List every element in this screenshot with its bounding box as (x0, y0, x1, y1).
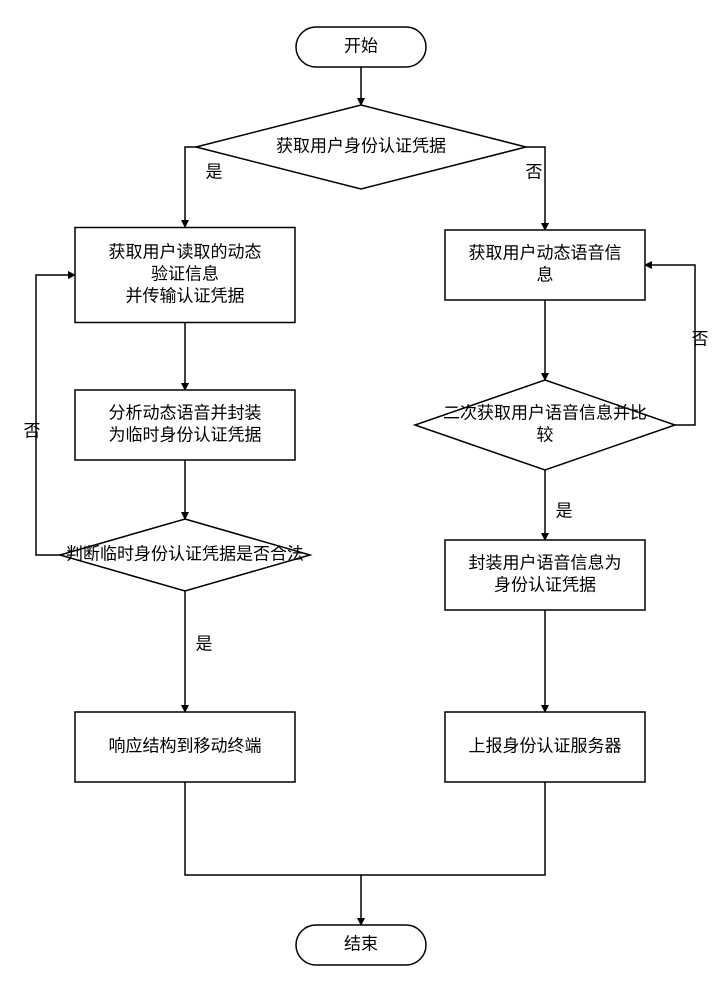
edge-r_proc3-end (361, 782, 545, 875)
node-text: 并传输认证凭据 (126, 287, 245, 306)
node-text: 开始 (344, 36, 378, 55)
edge-label: 是 (196, 634, 213, 653)
node-text: 响应结构到移动终端 (109, 736, 262, 755)
node-r_proc1: 获取用户动态语音信息 (445, 230, 645, 300)
node-r_proc2: 封装用户语音信息为身份认证凭据 (445, 540, 645, 610)
edge-label: 是 (206, 162, 223, 181)
node-text: 息 (537, 266, 554, 285)
edge-label: 是 (556, 501, 573, 520)
node-text: 二次获取用户语音信息并比 (443, 403, 647, 422)
node-text: 身份认证凭据 (494, 576, 596, 595)
node-end: 结束 (296, 925, 426, 965)
node-text: 判断临时身份认证凭据是否合法 (66, 544, 304, 563)
node-text: 为临时身份认证凭据 (109, 426, 262, 445)
node-r_proc3: 上报身份认证服务器 (445, 712, 645, 782)
edge-dec1-l_proc1 (185, 147, 196, 227)
node-l_proc2: 分析动态语音并封装为临时身份认证凭据 (75, 390, 295, 460)
edge-l_proc3-end (185, 782, 361, 925)
node-l_dec2: 判断临时身份认证凭据是否合法 (60, 519, 310, 591)
node-dec1: 获取用户身份认证凭据 (196, 105, 526, 189)
edge-dec1-r_proc1 (526, 147, 545, 230)
node-text: 获取用户动态语音信 (469, 243, 622, 262)
node-l_proc1: 获取用户读取的动态验证信息并传输认证凭据 (75, 228, 295, 323)
node-text: 获取用户读取的动态 (109, 242, 262, 261)
edge-l_dec2-l_proc1 (36, 275, 75, 555)
node-text: 验证信息 (151, 264, 219, 283)
edge-label: 否 (24, 421, 41, 440)
node-r_dec2: 二次获取用户语音信息并比较 (415, 380, 675, 470)
flowchart-diagram: 是否是否是否开始获取用户身份认证凭据获取用户读取的动态验证信息并传输认证凭据分析… (0, 0, 723, 1000)
edge-label: 否 (692, 329, 709, 348)
edge-r_dec2-r_proc1 (645, 265, 695, 425)
node-text: 结束 (344, 934, 378, 953)
node-text: 分析动态语音并封装 (109, 403, 262, 422)
edge-label: 否 (526, 162, 543, 181)
node-text: 获取用户身份认证凭据 (276, 136, 446, 155)
node-text: 封装用户语音信息为 (469, 553, 622, 572)
node-l_proc3: 响应结构到移动终端 (75, 712, 295, 782)
node-text: 较 (537, 426, 554, 445)
node-start: 开始 (296, 27, 426, 67)
node-text: 上报身份认证服务器 (469, 736, 622, 755)
